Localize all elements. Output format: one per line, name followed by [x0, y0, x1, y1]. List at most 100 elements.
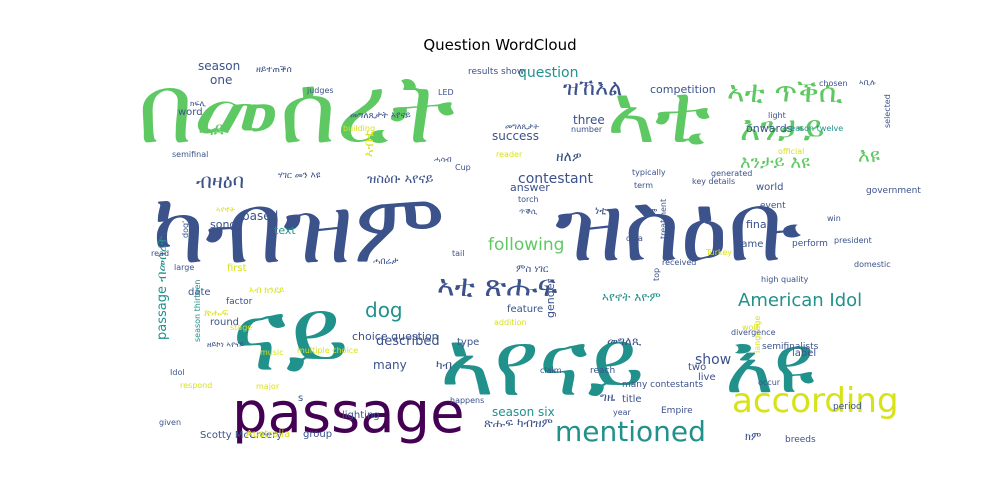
- word-135: ዘይኮነ ኣየናይ: [207, 340, 244, 349]
- word-60: competition: [650, 83, 716, 96]
- word-99: reader: [496, 150, 523, 159]
- word-122: language: [753, 316, 762, 353]
- word-5: ኣየናይ: [440, 310, 644, 417]
- word-96: claim: [540, 366, 562, 375]
- word-72: many contestants: [622, 380, 703, 390]
- word-22: contestant: [518, 171, 593, 187]
- word-29: show: [695, 352, 731, 368]
- word-90: season thirteen: [193, 280, 202, 342]
- word-63: factor: [226, 297, 253, 307]
- word-121: dog': [181, 221, 190, 238]
- word-132: ኣየኖት: [216, 205, 236, 214]
- word-61: round: [210, 317, 239, 328]
- word-137: ክፍሊ: [190, 99, 207, 108]
- word-35: season: [198, 59, 240, 73]
- word-46: based: [242, 209, 278, 223]
- word-80: key details: [692, 177, 735, 186]
- word-37: word: [178, 107, 203, 118]
- word-18: ብዛዕባ: [196, 169, 244, 193]
- word-23: ዘለዎ: [556, 149, 582, 165]
- word-38: three: [573, 113, 605, 127]
- word-52: gender: [544, 279, 557, 318]
- word-111: president: [834, 236, 872, 245]
- word-109: occur: [758, 378, 781, 387]
- word-56: ሃገር መን እዩ: [278, 171, 321, 181]
- word-65: title: [622, 394, 642, 405]
- word-101: torch: [518, 195, 539, 204]
- word-69: type: [457, 337, 479, 348]
- word-49: ግዜ: [600, 390, 616, 404]
- word-139: ሓሳብ: [434, 155, 452, 164]
- word-51: name: [735, 239, 763, 250]
- word-74: period: [833, 402, 862, 412]
- word-104: light: [768, 111, 786, 120]
- word-28: ኣየኖት እዮም: [602, 290, 661, 304]
- word-95: respond: [180, 381, 212, 390]
- word-127: s: [298, 393, 303, 404]
- word-92: Idol: [170, 368, 185, 377]
- word-115: given: [159, 418, 181, 427]
- word-79: government: [866, 186, 921, 196]
- word-81: received: [662, 258, 696, 267]
- word-32: መግለጺ: [607, 334, 642, 348]
- word-73: Empire: [661, 406, 693, 416]
- word-98: large: [174, 263, 194, 272]
- word-12: እዩ: [858, 143, 880, 167]
- word-62: date: [188, 287, 211, 298]
- word-108: happens: [450, 396, 484, 405]
- word-124: official: [778, 147, 804, 156]
- word-113: selected: [883, 94, 892, 128]
- word-53: answer: [510, 181, 550, 194]
- word-114: major: [256, 382, 280, 391]
- word-78: event: [760, 201, 786, 211]
- word-120: top: [652, 268, 661, 281]
- word-66: two: [688, 362, 706, 373]
- word-42: world: [756, 182, 784, 193]
- word-136: መግለጺታት: [505, 122, 539, 131]
- word-107: semifinal: [172, 150, 208, 159]
- word-97: read: [151, 249, 169, 258]
- word-102: typically: [632, 168, 666, 177]
- word-67: live: [698, 372, 716, 383]
- word-41: final: [746, 218, 770, 231]
- word-8: according: [732, 381, 899, 421]
- word-31: choice question: [352, 330, 439, 343]
- word-34: many: [373, 358, 407, 372]
- word-94: stage: [230, 323, 252, 332]
- word-1: ኣቲ: [607, 67, 710, 162]
- word-10: ኣቲ ጥቕሲ: [727, 75, 843, 110]
- word-77: perform: [792, 239, 828, 249]
- word-36: one: [210, 73, 232, 87]
- word-19: passage ብመሰረት: [155, 236, 170, 340]
- word-64: feature: [507, 304, 543, 315]
- word-15: ዝኸእል: [563, 76, 622, 101]
- word-26: ኣብቲ: [362, 130, 377, 157]
- word-129: ጽሑፍ: [204, 308, 229, 319]
- word-130: ሓበሬታ: [373, 257, 399, 267]
- word-48: ነቲ: [595, 204, 607, 217]
- word-3: ዝስዕቡ: [555, 171, 802, 283]
- word-4: ናይ: [232, 276, 349, 395]
- word-100: Cup: [455, 163, 471, 172]
- word-9: mentioned: [555, 415, 706, 448]
- word-27: described: [376, 334, 440, 349]
- word-118: LED: [438, 88, 454, 97]
- word-17: following: [488, 235, 564, 255]
- word-43: song: [210, 218, 236, 231]
- word-126: Australia: [246, 429, 290, 440]
- word-0: በመሰረት: [138, 53, 455, 165]
- word-85: diva: [626, 234, 643, 243]
- word-116: building: [343, 124, 375, 133]
- word-83: term: [634, 181, 653, 190]
- word-55: Scotty McCreery: [200, 430, 282, 441]
- word-21: question: [518, 65, 578, 81]
- word-117: number: [571, 125, 603, 134]
- word-76: semifinalists: [762, 342, 819, 352]
- word-7: passage: [232, 381, 465, 446]
- word-88: high quality: [761, 275, 809, 284]
- word-40: onwards: [746, 122, 793, 135]
- word-125: wolf: [742, 323, 759, 332]
- word-133: ጥቕሲ: [519, 207, 538, 216]
- word-44: text: [274, 224, 296, 237]
